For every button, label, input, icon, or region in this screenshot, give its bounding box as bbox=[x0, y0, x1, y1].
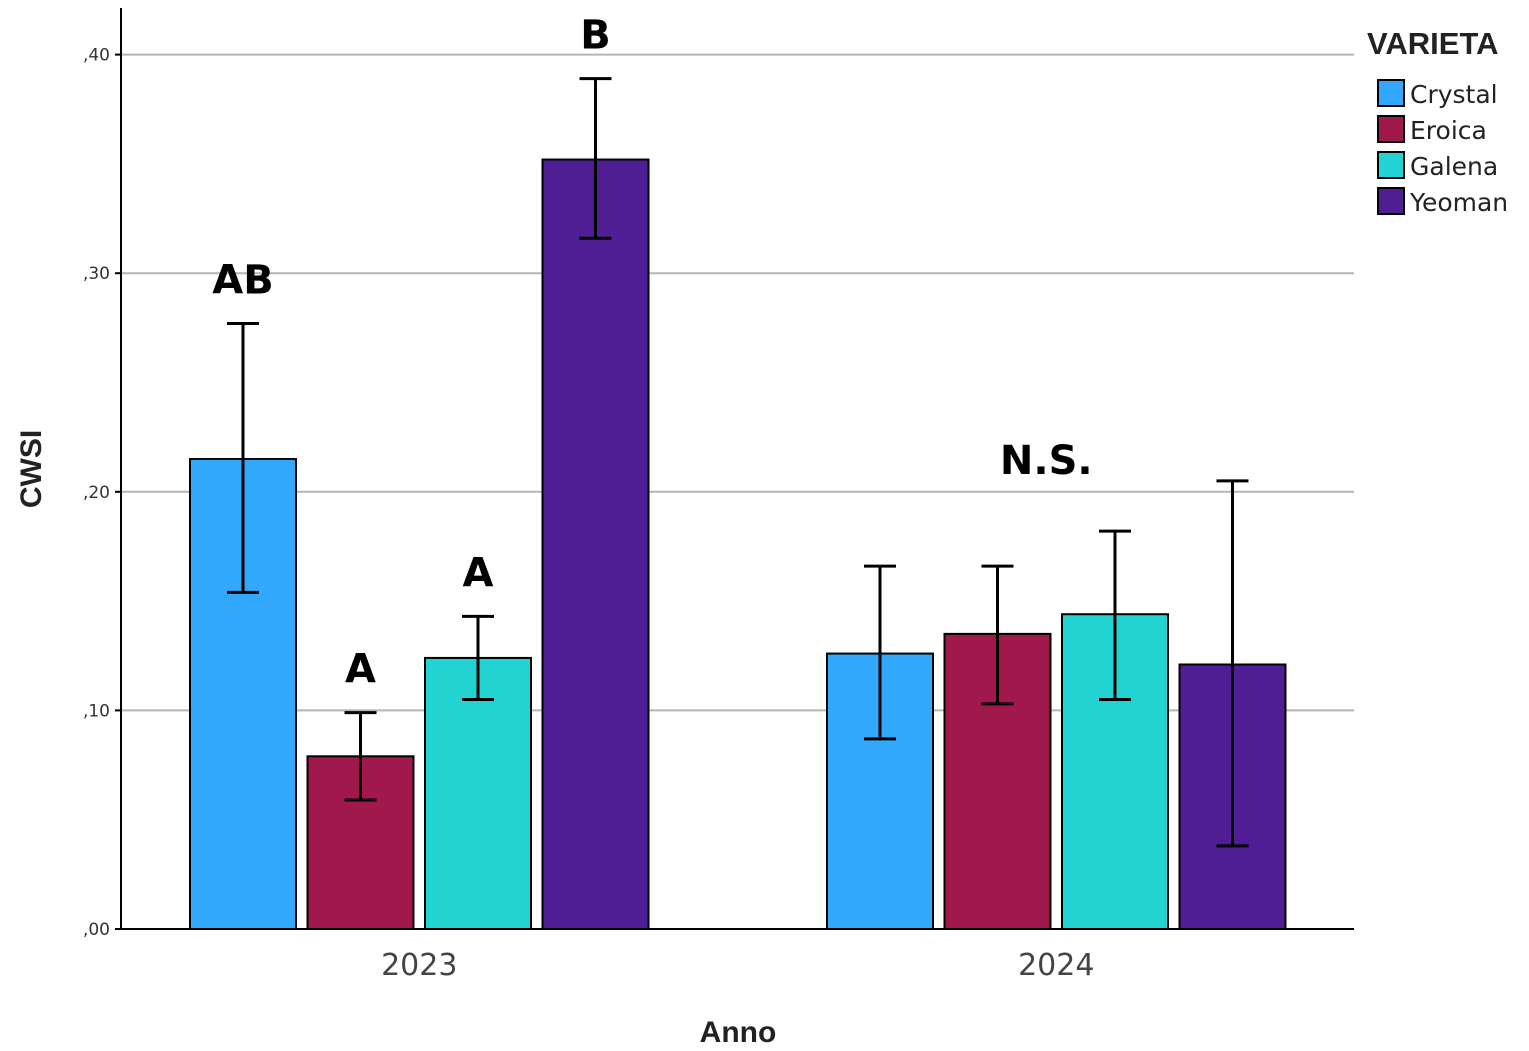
legend-label-galena: Galena bbox=[1410, 152, 1498, 181]
bar-galena-2023 bbox=[424, 656, 532, 930]
legend-swatch-crystal bbox=[1377, 79, 1405, 107]
significance-label: AB bbox=[212, 257, 273, 303]
bars bbox=[189, 158, 1287, 931]
legend-swatch-yeoman bbox=[1377, 187, 1405, 215]
y-tick-label: ,20 bbox=[83, 483, 110, 503]
y-tick-label: ,40 bbox=[83, 46, 110, 66]
x-tick-label-2024: 2024 bbox=[1018, 948, 1094, 983]
y-tick-label: ,00 bbox=[83, 920, 110, 940]
legend-label-eroica: Eroica bbox=[1410, 116, 1487, 145]
y-axis-title: CWSI bbox=[15, 430, 48, 508]
x-axis-title: Anno bbox=[700, 1016, 777, 1049]
legend-label-crystal: Crystal bbox=[1410, 80, 1498, 109]
gridlines bbox=[121, 53, 1354, 712]
y-tick-label: ,10 bbox=[83, 701, 110, 721]
x-tick-label-2023: 2023 bbox=[381, 948, 457, 983]
significance-label: A bbox=[463, 550, 494, 596]
axes bbox=[120, 8, 1354, 930]
x-tick-labels: 2023 2024 bbox=[381, 948, 1094, 983]
y-tick-label: ,30 bbox=[83, 264, 110, 284]
legend-label-yeoman: Yeoman bbox=[1409, 188, 1508, 217]
significance-label: A bbox=[345, 647, 376, 693]
legend-swatch-eroica bbox=[1377, 115, 1405, 143]
significance-label: B bbox=[580, 13, 611, 59]
bar-yeoman-2023 bbox=[541, 158, 650, 930]
legend: VARIETA Crystal Eroica Galena Yeoman bbox=[1367, 26, 1508, 217]
significance-label: N.S. bbox=[1000, 438, 1093, 484]
legend-title: VARIETA bbox=[1367, 26, 1498, 61]
error-bars bbox=[227, 77, 1249, 848]
y-tick-labels: ,00 ,10 ,20 ,30 ,40 bbox=[83, 46, 121, 940]
legend-swatch-galena bbox=[1377, 151, 1405, 179]
